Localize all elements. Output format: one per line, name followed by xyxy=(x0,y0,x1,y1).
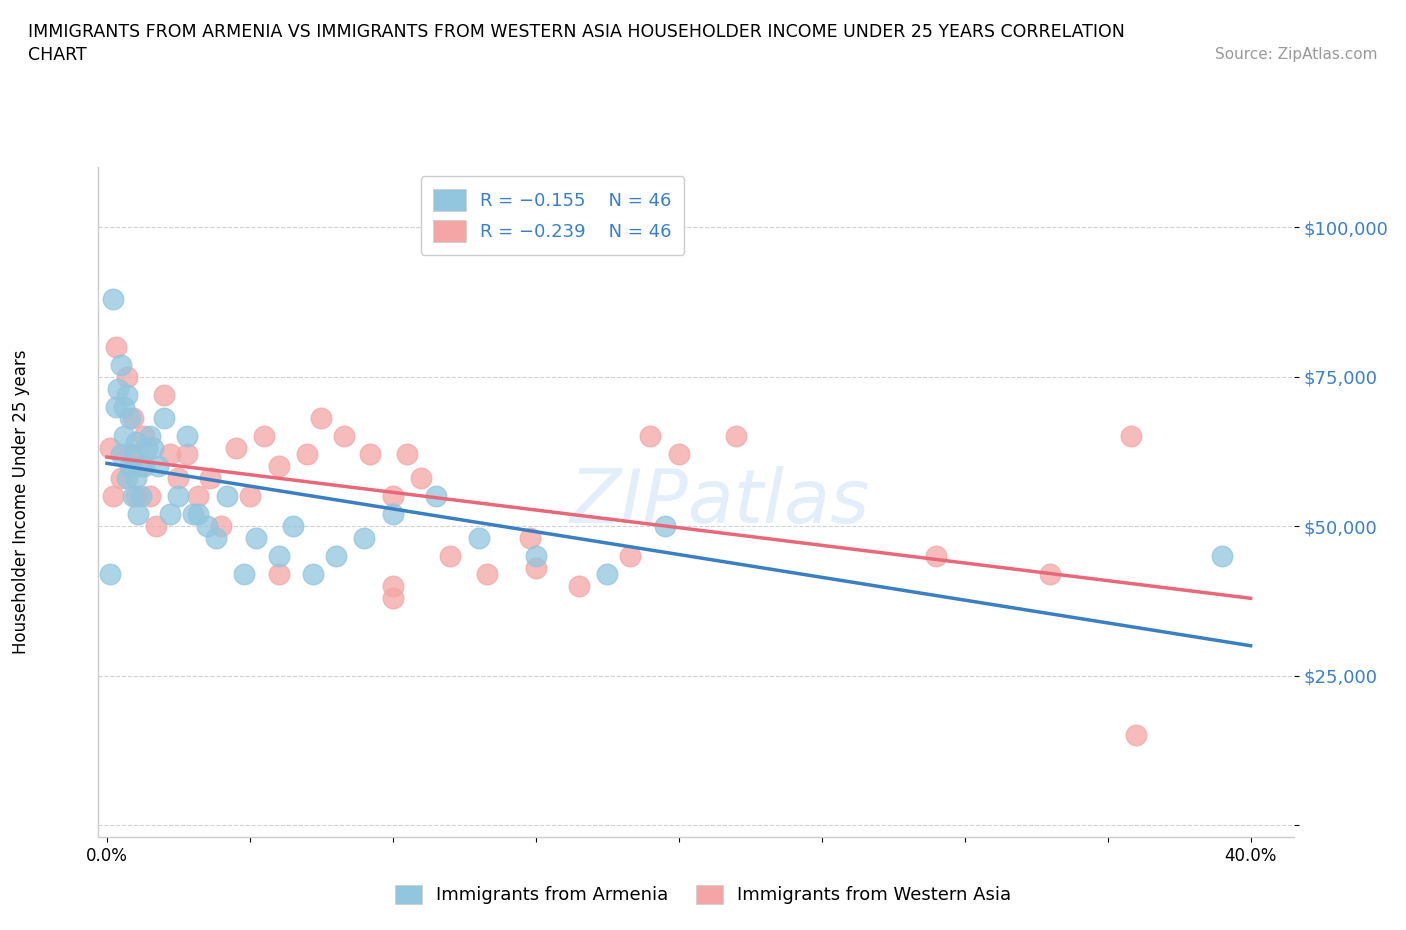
Point xyxy=(311,411,333,426)
Point xyxy=(325,549,347,564)
Point xyxy=(167,471,190,485)
Point xyxy=(115,387,138,402)
Point xyxy=(101,489,124,504)
Point xyxy=(121,489,143,504)
Point xyxy=(596,566,619,581)
Point xyxy=(668,447,690,462)
Point xyxy=(124,435,146,450)
Point xyxy=(638,429,661,444)
Point xyxy=(381,507,404,522)
Point xyxy=(110,471,132,485)
Point xyxy=(112,429,135,444)
Legend: Immigrants from Armenia, Immigrants from Western Asia: Immigrants from Armenia, Immigrants from… xyxy=(388,877,1018,911)
Legend: R = −0.155    N = 46, R = −0.239    N = 46: R = −0.155 N = 46, R = −0.239 N = 46 xyxy=(420,177,685,255)
Point xyxy=(396,447,419,462)
Point xyxy=(159,447,181,462)
Point xyxy=(381,591,404,605)
Point xyxy=(267,458,290,473)
Text: ZIPatlas: ZIPatlas xyxy=(569,466,870,538)
Point xyxy=(176,429,198,444)
Point xyxy=(131,489,153,504)
Point xyxy=(110,357,132,372)
Point xyxy=(167,489,190,504)
Point xyxy=(524,561,547,576)
Point xyxy=(359,447,381,462)
Point xyxy=(519,531,541,546)
Point xyxy=(353,531,375,546)
Point xyxy=(1211,549,1233,564)
Point xyxy=(121,411,143,426)
Point xyxy=(118,447,141,462)
Point xyxy=(477,566,499,581)
Point xyxy=(524,549,547,564)
Point xyxy=(1039,566,1062,581)
Point xyxy=(131,458,153,473)
Point xyxy=(136,441,159,456)
Point xyxy=(198,471,221,485)
Point xyxy=(127,507,149,522)
Point xyxy=(176,447,198,462)
Point xyxy=(159,507,181,522)
Point xyxy=(107,381,129,396)
Point xyxy=(142,441,165,456)
Point xyxy=(181,507,204,522)
Point xyxy=(281,519,304,534)
Point xyxy=(139,429,162,444)
Point xyxy=(225,441,247,456)
Point xyxy=(118,411,141,426)
Point xyxy=(121,447,143,462)
Point xyxy=(134,429,156,444)
Point xyxy=(568,578,591,593)
Point xyxy=(267,549,290,564)
Point xyxy=(139,489,162,504)
Point xyxy=(295,447,318,462)
Point xyxy=(217,489,239,504)
Point xyxy=(134,458,156,473)
Point xyxy=(302,566,325,581)
Point xyxy=(98,566,121,581)
Text: Householder Income Under 25 years: Householder Income Under 25 years xyxy=(13,350,30,655)
Point xyxy=(439,549,461,564)
Point xyxy=(724,429,747,444)
Point xyxy=(112,399,135,414)
Point xyxy=(381,578,404,593)
Point xyxy=(209,519,232,534)
Point xyxy=(233,566,256,581)
Point xyxy=(115,471,138,485)
Point xyxy=(253,429,276,444)
Point xyxy=(98,441,121,456)
Text: CHART: CHART xyxy=(28,46,87,64)
Point xyxy=(333,429,356,444)
Point xyxy=(153,411,176,426)
Point xyxy=(148,458,170,473)
Point xyxy=(153,387,176,402)
Point xyxy=(104,399,127,414)
Point xyxy=(1125,728,1147,743)
Point xyxy=(425,489,447,504)
Point xyxy=(267,566,290,581)
Text: IMMIGRANTS FROM ARMENIA VS IMMIGRANTS FROM WESTERN ASIA HOUSEHOLDER INCOME UNDER: IMMIGRANTS FROM ARMENIA VS IMMIGRANTS FR… xyxy=(28,23,1125,41)
Point xyxy=(619,549,641,564)
Point xyxy=(925,549,948,564)
Point xyxy=(115,369,138,384)
Point xyxy=(204,531,226,546)
Point xyxy=(245,531,267,546)
Point xyxy=(195,519,218,534)
Point xyxy=(1119,429,1142,444)
Point xyxy=(110,447,132,462)
Point xyxy=(239,489,262,504)
Point xyxy=(124,489,146,504)
Point xyxy=(467,531,489,546)
Text: Source: ZipAtlas.com: Source: ZipAtlas.com xyxy=(1215,46,1378,61)
Point xyxy=(124,471,146,485)
Point xyxy=(411,471,433,485)
Point xyxy=(187,507,209,522)
Point xyxy=(104,339,127,354)
Point xyxy=(145,519,167,534)
Point xyxy=(101,291,124,306)
Point xyxy=(654,519,676,534)
Point xyxy=(381,489,404,504)
Point xyxy=(118,458,141,473)
Point xyxy=(187,489,209,504)
